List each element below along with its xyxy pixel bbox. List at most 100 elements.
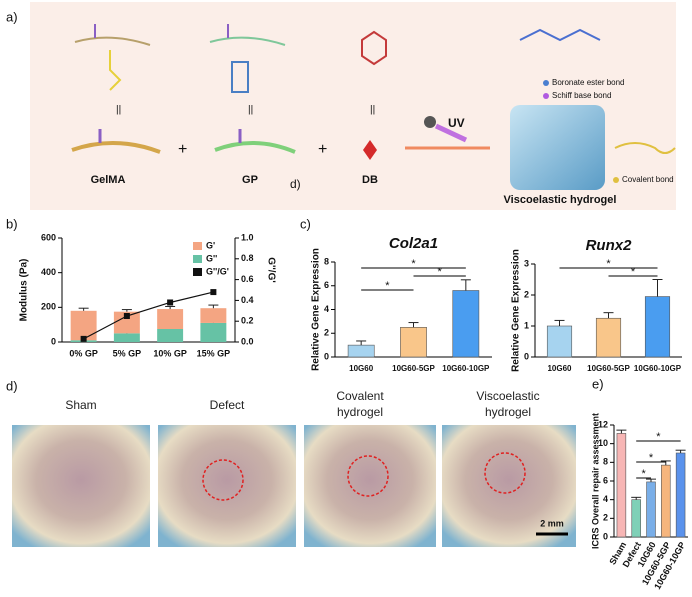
y2-axis-label: G''/G'	[265, 257, 276, 282]
line-marker	[80, 335, 87, 342]
legend-swatch	[193, 242, 202, 250]
chart-title: Runx2	[586, 237, 633, 254]
y-tick-label: 6	[603, 475, 608, 485]
hydrogel-cube	[510, 105, 605, 190]
y2-tick-label: 0.4	[241, 295, 254, 305]
x-tick-label: 5% GP	[113, 348, 142, 358]
significance-label: *	[649, 452, 654, 464]
bar	[347, 344, 375, 358]
bar	[675, 452, 686, 538]
svg-text:||: ||	[248, 105, 253, 116]
y-tick-label: 1	[524, 320, 529, 330]
x-tick-label: 10% GP	[153, 348, 187, 358]
photo-caption: Covalent hydrogel	[336, 389, 384, 419]
legend-swatch	[193, 255, 202, 263]
y-tick-label: 8	[324, 256, 329, 266]
bullet	[543, 80, 549, 86]
bar-segment	[70, 310, 97, 341]
x-tick-label: 10G60-10GP	[634, 364, 682, 373]
item-label: GP	[242, 174, 258, 186]
bar	[546, 325, 573, 358]
legend-label: G''/G'	[206, 266, 229, 276]
defect-circle	[484, 452, 526, 494]
y-axis-label: Relative Gene Expression	[511, 249, 522, 372]
x-tick-label: 0% GP	[69, 348, 98, 358]
line-marker	[123, 313, 130, 319]
significance-label: *	[606, 258, 611, 270]
y-tick-label: 8	[603, 457, 608, 467]
x-tick-label: 15% GP	[197, 348, 231, 358]
significance-label: *	[411, 258, 416, 270]
significance-label: *	[385, 280, 390, 292]
scheme-shapes	[71, 24, 490, 154]
item-label: GelMA	[91, 174, 126, 186]
bar	[452, 290, 480, 358]
bullet	[543, 93, 549, 99]
uv-label: UV	[448, 116, 465, 130]
db-icon	[363, 140, 377, 160]
y2-tick-label: 0.0	[241, 336, 254, 346]
y-tick-label: 12	[598, 419, 608, 429]
y-axis-label: Modulus (Pa)	[19, 259, 30, 322]
bar	[400, 327, 427, 358]
bond-label: Covalent bond	[622, 175, 674, 184]
bar	[646, 481, 656, 538]
line-marker	[167, 299, 174, 306]
photo	[158, 425, 296, 547]
bar	[631, 499, 641, 538]
y2-tick-label: 0.6	[241, 274, 254, 284]
y-tick-label: 0	[324, 351, 329, 361]
item-label: DB	[362, 174, 378, 186]
y-tick-label: 2	[603, 513, 608, 523]
y-tick-label: 6	[324, 280, 329, 290]
y-tick-label: 0	[524, 351, 529, 361]
bond-label: Boronate ester bond	[552, 78, 625, 87]
bar-segment	[200, 308, 227, 323]
legend-label: G'	[206, 240, 215, 250]
y-tick-label: 0	[51, 336, 56, 346]
photo-caption: Sham	[65, 398, 97, 412]
svg-text:||: ||	[370, 105, 375, 116]
y-tick-label: 4	[603, 494, 608, 504]
bond-structure	[519, 28, 601, 42]
product-label: Viscoelastic hydrogel	[504, 194, 617, 206]
panel-label: b)	[6, 216, 18, 231]
y-tick-label: 3	[524, 258, 529, 268]
photo	[442, 425, 576, 547]
uv-beam	[434, 123, 468, 143]
chart-title: Col2a1	[389, 235, 438, 252]
line	[83, 291, 214, 340]
bar-segment	[113, 311, 140, 334]
y-tick-label: 4	[324, 304, 329, 314]
x-tick-label: 10G60-5GP	[392, 364, 435, 373]
y-tick-label: 10	[598, 438, 608, 448]
panel-label: a)	[6, 9, 18, 24]
bond-label: Schiff base bond	[552, 91, 611, 100]
panel-label: c)	[300, 216, 311, 231]
defect-circle	[202, 459, 244, 501]
y-tick-label: 2	[324, 328, 329, 338]
svg-text:+: +	[318, 141, 327, 158]
y-tick-label: 0	[603, 531, 608, 541]
defect-circle	[347, 455, 389, 497]
bar	[661, 464, 671, 538]
y-axis-label: ICRS Overall repair assessment	[590, 413, 600, 549]
y-tick-label: 2	[524, 289, 529, 299]
bar	[644, 296, 671, 358]
y2-tick-label: 0.8	[241, 253, 254, 263]
legend-swatch	[193, 268, 202, 276]
legend-label: G''	[206, 253, 217, 263]
photo-caption: Viscoelastic hydrogel	[476, 389, 540, 419]
covalent-structure	[614, 142, 676, 154]
panel-label: d)	[6, 378, 18, 393]
y2-tick-label: 1.0	[241, 232, 254, 242]
y-tick-label: 200	[41, 302, 56, 312]
photo	[12, 425, 150, 547]
stray-label: d)	[290, 177, 301, 191]
panel-label: e)	[592, 376, 604, 391]
scheme-labels: GelMA GP DB	[91, 174, 378, 186]
scale-label: 2 mm	[540, 518, 564, 528]
y-tick-label: 400	[41, 267, 56, 277]
x-tick-label: 10G60	[547, 364, 572, 373]
